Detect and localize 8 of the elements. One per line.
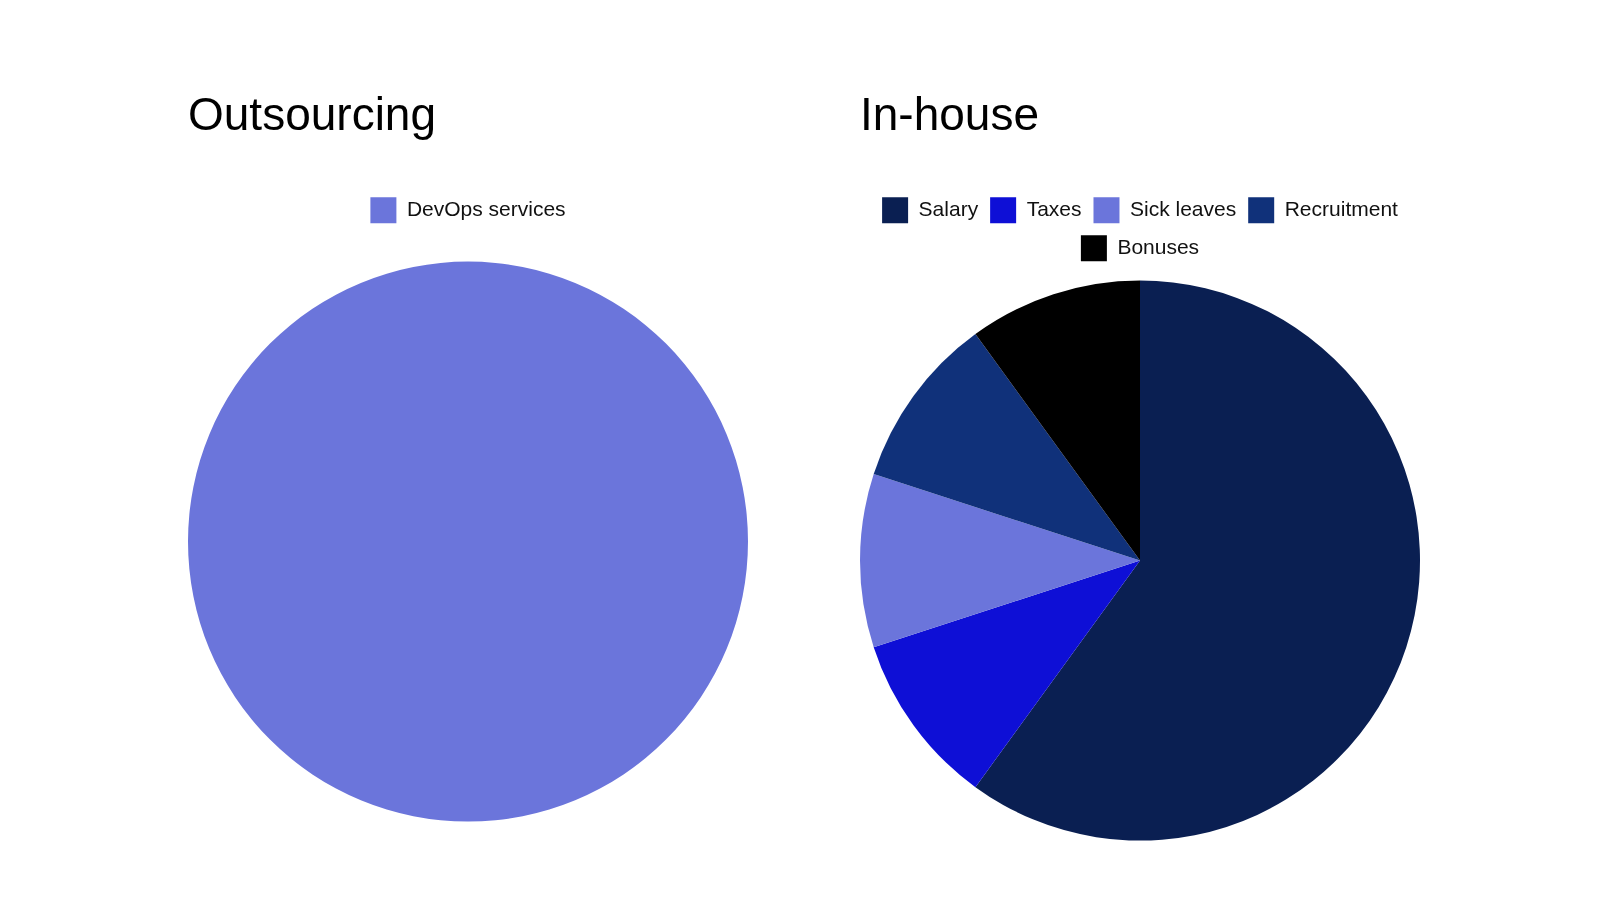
legend-label: Recruitment	[1284, 197, 1399, 220]
legend-label: Salary	[918, 197, 979, 220]
legend-label: DevOps services	[406, 197, 566, 220]
chart-title: Outsourcing	[188, 88, 437, 141]
legend-label: Taxes	[1026, 197, 1082, 220]
legend-label: Bonuses	[1117, 235, 1200, 258]
chart-title: In-house	[860, 88, 1040, 141]
legend-label: Sick leaves	[1129, 197, 1237, 220]
